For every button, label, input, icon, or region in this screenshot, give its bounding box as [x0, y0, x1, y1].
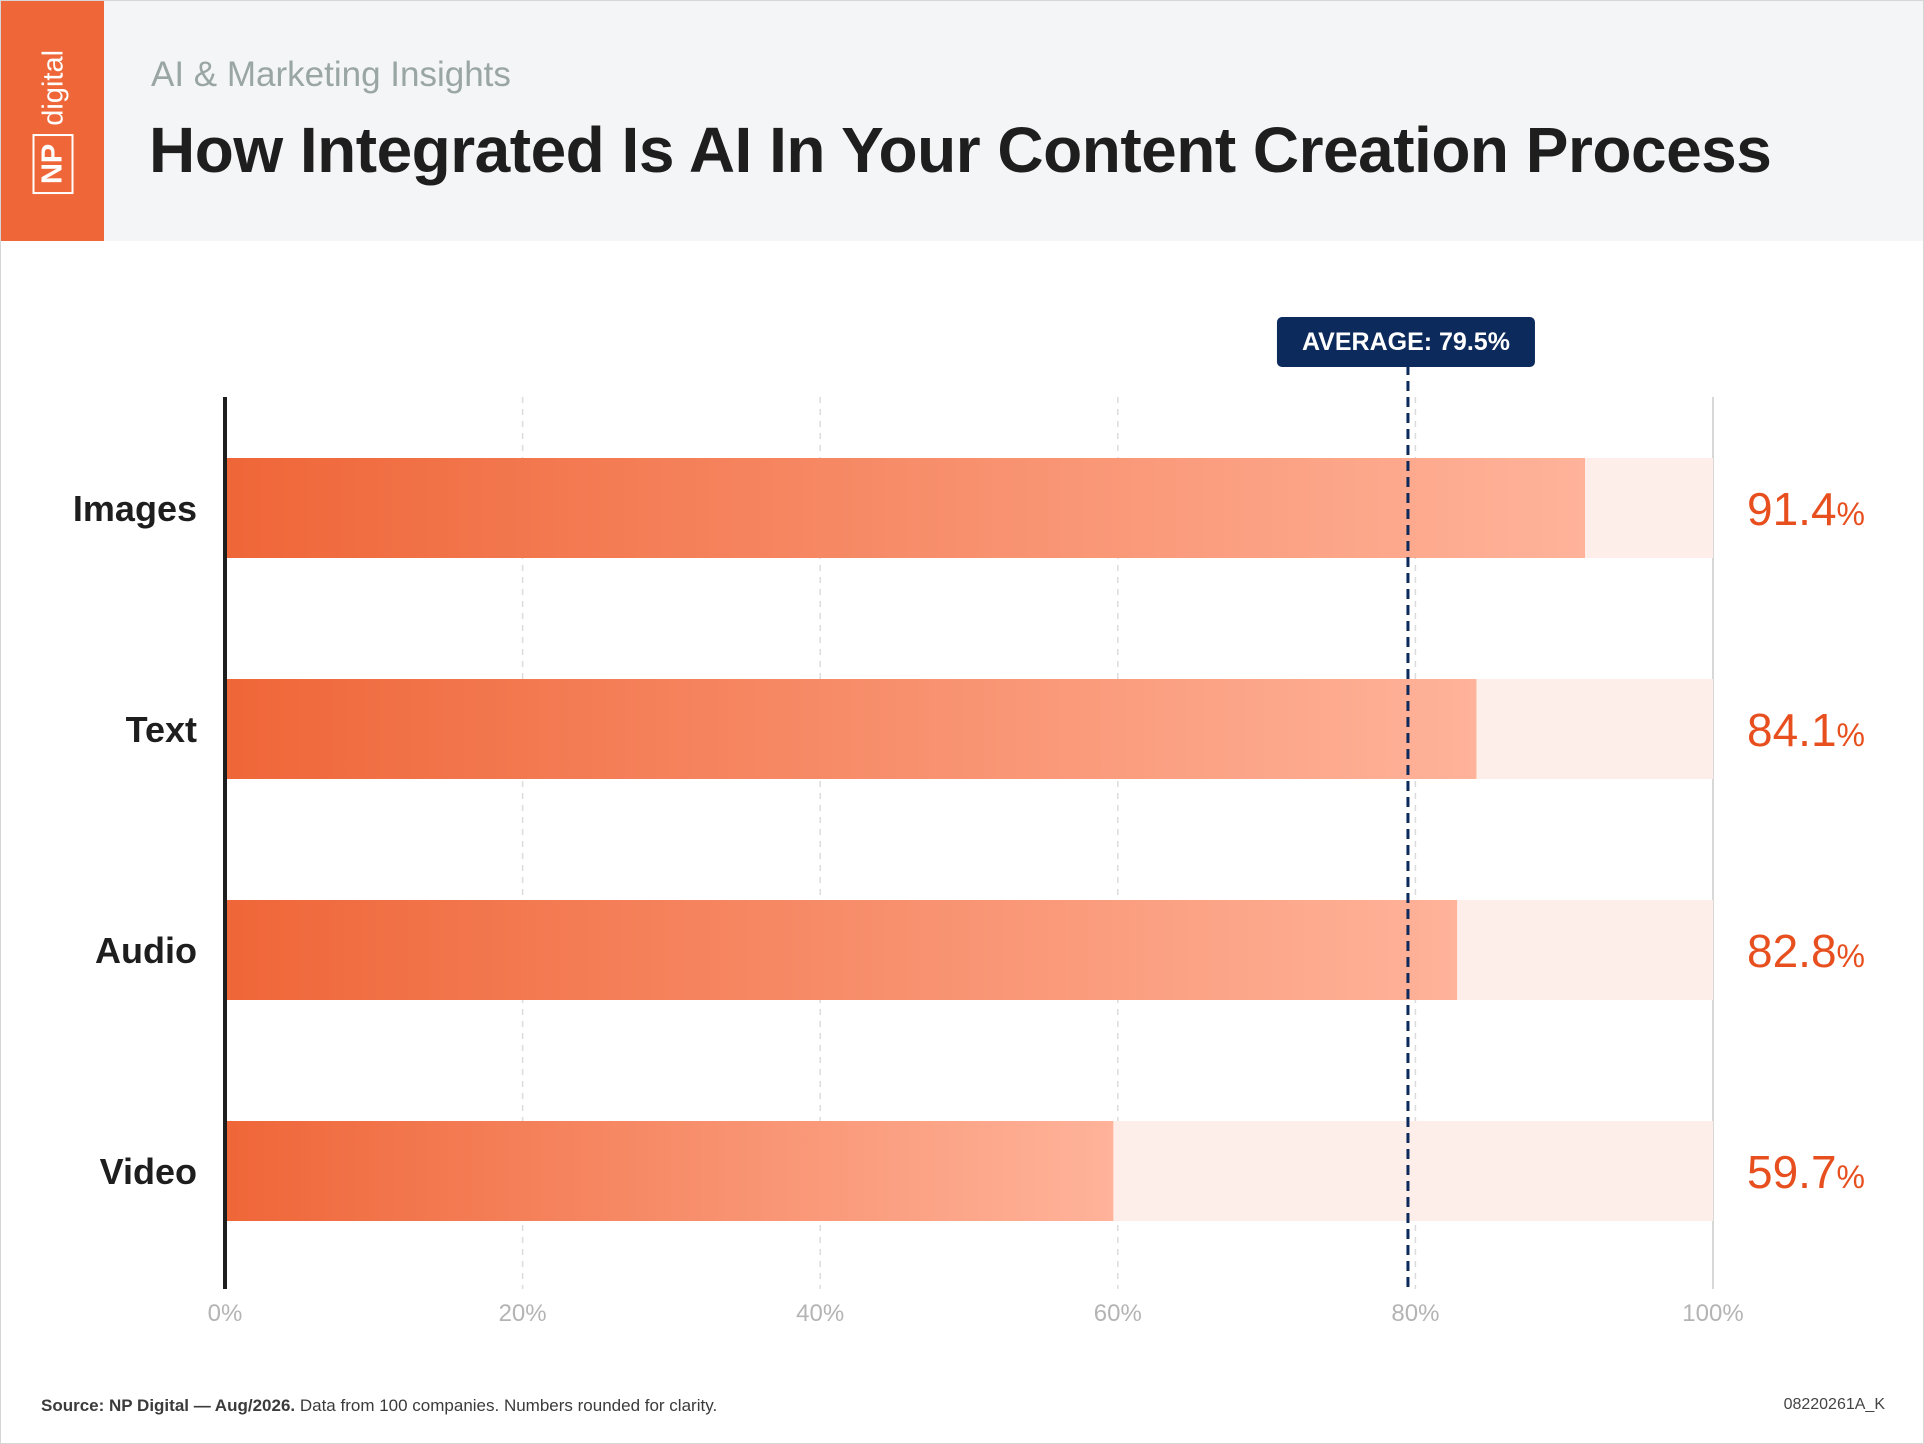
bar-chart: 0% 20% 40% 60% 80% 100% Images 91.4% Text 84.1% Au… [73, 317, 1865, 1327]
value-label: 91.4% [1747, 483, 1865, 535]
np-digital-logo: NPdigital [1, 1, 104, 241]
x-tick-label: 40% [796, 1300, 844, 1327]
category-label: Audio [95, 930, 197, 971]
bar-video [225, 1121, 1114, 1221]
category-label: Images [73, 488, 197, 529]
bar-audio [225, 900, 1458, 1000]
header-banner: NPdigital AI & Marketing Insights How In… [1, 1, 1923, 241]
chart-code: 08220261A_K [1783, 1396, 1885, 1413]
x-tick-label: 100% [1682, 1300, 1743, 1327]
average-badge [1276, 317, 1535, 367]
category-label: Video [100, 1151, 197, 1192]
average-label: AVERAGE: 79.5% [1302, 328, 1510, 356]
value-label: 59.7% [1747, 1146, 1865, 1198]
category-label: Text [126, 709, 197, 750]
x-tick-label: 80% [1391, 1300, 1439, 1327]
value-label: 82.8% [1747, 925, 1865, 977]
bar-text [225, 679, 1477, 779]
source-note: Source: NP Digital — Aug/2026. Data from… [41, 1396, 717, 1416]
page-title: How Integrated Is AI In Your Content Cre… [149, 114, 1772, 186]
x-tick-label: 20% [499, 1300, 547, 1327]
source-rest: Data from 100 companies. Numbers rounded… [295, 1396, 718, 1415]
page-subtitle: AI & Marketing Insights [151, 55, 511, 94]
bar-images [225, 458, 1586, 558]
x-tick-label: 0% [208, 1300, 243, 1327]
x-tick-label: 60% [1094, 1300, 1142, 1327]
source-bold: Source: NP Digital — Aug/2026. [41, 1396, 296, 1415]
value-label: 84.1% [1747, 704, 1865, 756]
